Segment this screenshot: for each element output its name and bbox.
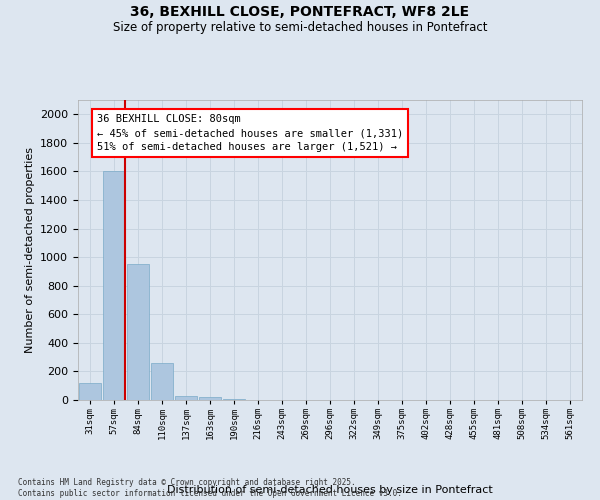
Bar: [127, 264, 149, 400]
Bar: [151, 363, 173, 400]
Bar: [79, 383, 101, 400]
Text: Size of property relative to semi-detached houses in Pontefract: Size of property relative to semi-detach…: [113, 21, 487, 34]
Bar: [223, 399, 245, 400]
Text: Contains HM Land Registry data © Crown copyright and database right 2025.
Contai: Contains HM Land Registry data © Crown c…: [18, 478, 402, 498]
Text: 36 BEXHILL CLOSE: 80sqm
← 45% of semi-detached houses are smaller (1,331)
51% of: 36 BEXHILL CLOSE: 80sqm ← 45% of semi-de…: [97, 114, 403, 152]
Bar: [175, 396, 197, 400]
Text: Distribution of semi-detached houses by size in Pontefract: Distribution of semi-detached houses by …: [167, 485, 493, 495]
Bar: [199, 398, 221, 400]
Y-axis label: Number of semi-detached properties: Number of semi-detached properties: [25, 147, 35, 353]
Text: 36, BEXHILL CLOSE, PONTEFRACT, WF8 2LE: 36, BEXHILL CLOSE, PONTEFRACT, WF8 2LE: [130, 5, 470, 19]
Bar: [103, 172, 125, 400]
